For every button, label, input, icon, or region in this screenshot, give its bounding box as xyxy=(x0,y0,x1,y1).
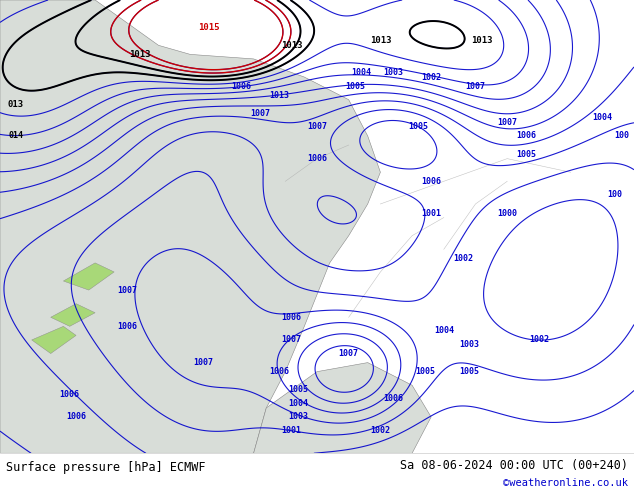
Text: 1007: 1007 xyxy=(307,122,327,131)
Polygon shape xyxy=(0,0,380,453)
Text: 1003: 1003 xyxy=(383,68,403,77)
Text: 1006: 1006 xyxy=(117,322,137,331)
Polygon shape xyxy=(32,326,76,354)
Text: 1007: 1007 xyxy=(339,349,359,358)
Text: 1004: 1004 xyxy=(288,399,308,408)
Text: 1006: 1006 xyxy=(66,413,86,421)
Text: 1003: 1003 xyxy=(459,340,479,349)
Text: 100: 100 xyxy=(614,131,629,141)
Text: 1005: 1005 xyxy=(288,385,308,394)
Text: 014: 014 xyxy=(8,131,23,141)
Text: 1004: 1004 xyxy=(434,326,454,335)
Text: 1006: 1006 xyxy=(383,394,403,403)
Text: 1006: 1006 xyxy=(60,390,80,399)
Text: 1003: 1003 xyxy=(288,413,308,421)
Text: 1013: 1013 xyxy=(269,91,289,99)
Text: 1000: 1000 xyxy=(497,209,517,218)
Text: ©weatheronline.co.uk: ©weatheronline.co.uk xyxy=(503,478,628,489)
Text: 1006: 1006 xyxy=(421,177,441,186)
Text: 1013: 1013 xyxy=(281,41,302,50)
Text: 1002: 1002 xyxy=(421,73,441,81)
Text: 1007: 1007 xyxy=(250,109,270,118)
Text: 100: 100 xyxy=(607,191,623,199)
Text: 1006: 1006 xyxy=(307,154,327,163)
Text: 1006: 1006 xyxy=(269,367,289,376)
Text: 1001: 1001 xyxy=(281,426,302,435)
Text: Sa 08-06-2024 00:00 UTC (00+240): Sa 08-06-2024 00:00 UTC (00+240) xyxy=(399,459,628,471)
Text: 1007: 1007 xyxy=(117,286,137,294)
Text: 1013: 1013 xyxy=(471,36,493,45)
Polygon shape xyxy=(63,263,114,290)
Text: 1013: 1013 xyxy=(370,36,391,45)
Text: 1004: 1004 xyxy=(351,68,372,77)
Text: 1013: 1013 xyxy=(129,50,150,59)
Text: 013: 013 xyxy=(8,100,24,109)
Text: 1002: 1002 xyxy=(529,336,549,344)
Text: 1006: 1006 xyxy=(231,82,251,91)
Text: 1007: 1007 xyxy=(193,358,213,367)
Text: 1002: 1002 xyxy=(453,254,473,263)
Text: 1015: 1015 xyxy=(198,23,220,32)
Text: 1005: 1005 xyxy=(345,82,365,91)
Text: 1005: 1005 xyxy=(459,367,479,376)
Text: 1004: 1004 xyxy=(592,113,612,122)
Text: 1006: 1006 xyxy=(281,313,302,322)
Polygon shape xyxy=(254,363,431,453)
Text: 1007: 1007 xyxy=(497,118,517,127)
Text: 1007: 1007 xyxy=(281,336,302,344)
Text: 1006: 1006 xyxy=(516,131,536,141)
Text: 1005: 1005 xyxy=(408,122,429,131)
Text: 1001: 1001 xyxy=(421,209,441,218)
Text: 1002: 1002 xyxy=(370,426,391,435)
Text: Surface pressure [hPa] ECMWF: Surface pressure [hPa] ECMWF xyxy=(6,462,206,474)
Text: 1005: 1005 xyxy=(516,149,536,159)
Polygon shape xyxy=(51,304,95,326)
Text: 1007: 1007 xyxy=(465,82,486,91)
Text: 1005: 1005 xyxy=(415,367,435,376)
